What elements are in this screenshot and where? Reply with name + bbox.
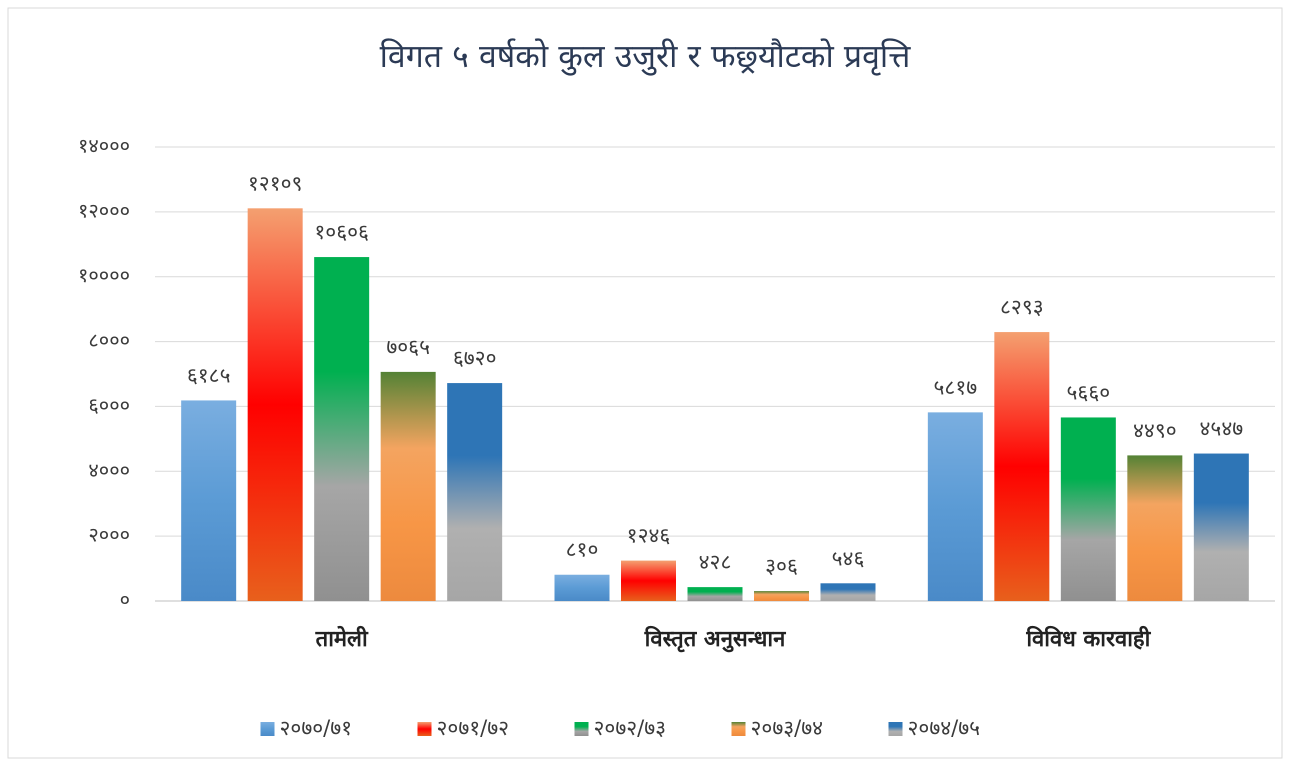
x-tick-label: विस्तृत अनुसन्धान bbox=[644, 625, 786, 653]
bar bbox=[247, 208, 303, 601]
bar bbox=[181, 400, 237, 601]
data-label: १०६०६ bbox=[314, 220, 369, 244]
data-label: ४४९० bbox=[1133, 418, 1177, 442]
bar bbox=[994, 332, 1050, 601]
data-label: १२४६ bbox=[627, 524, 671, 548]
legend-label: २०७१/७२ bbox=[437, 716, 510, 740]
bar bbox=[820, 583, 876, 601]
y-tick-label: १०००० bbox=[78, 263, 130, 287]
bar bbox=[447, 383, 503, 601]
bar bbox=[1060, 417, 1116, 601]
bar bbox=[314, 257, 370, 601]
legend-label: २०७२/७३ bbox=[594, 716, 667, 740]
data-label: ५६६० bbox=[1066, 380, 1110, 404]
data-label: १२१०९ bbox=[248, 171, 303, 195]
bar bbox=[687, 587, 743, 601]
legend-swatch bbox=[888, 722, 903, 736]
chart-border bbox=[7, 7, 1283, 759]
x-tick-label: विविध कारवाही bbox=[1025, 625, 1151, 652]
data-label: ४५४७ bbox=[1199, 417, 1243, 441]
legend-swatch bbox=[260, 722, 275, 736]
y-tick-label: ८००० bbox=[88, 328, 130, 352]
data-label: ८१० bbox=[566, 538, 599, 562]
legend-label: २०७४/७५ bbox=[908, 716, 981, 740]
y-tick-label: २००० bbox=[88, 523, 130, 547]
bar bbox=[1193, 453, 1249, 601]
bar bbox=[1127, 455, 1183, 601]
y-tick-label: ० bbox=[120, 588, 130, 612]
data-label: ७०६५ bbox=[386, 335, 430, 359]
y-tick-label: १२००० bbox=[78, 198, 130, 222]
data-label: ६७२० bbox=[453, 346, 497, 370]
bar bbox=[554, 574, 610, 601]
legend-label: २०७३/७४ bbox=[751, 716, 824, 740]
y-tick-label: ६००० bbox=[88, 393, 130, 417]
bar bbox=[380, 371, 436, 601]
legend-swatch bbox=[417, 722, 432, 736]
data-label: ६१८५ bbox=[187, 363, 231, 387]
legend-swatch bbox=[574, 722, 589, 736]
data-label: ३०६ bbox=[765, 554, 798, 578]
y-tick-label: ४००० bbox=[88, 458, 130, 482]
bar bbox=[621, 560, 676, 601]
bar bbox=[927, 412, 983, 601]
y-tick-label: १४००० bbox=[78, 134, 130, 158]
data-label: ५४६ bbox=[832, 546, 865, 570]
chart-title: विगत ५ वर्षको कुल उजुरी र फछ्र्यौटको प्र… bbox=[380, 37, 912, 76]
bar bbox=[754, 591, 809, 601]
legend-swatch bbox=[731, 722, 746, 736]
data-label: ४२८ bbox=[699, 550, 732, 574]
legend-label: २०७०/७१ bbox=[280, 716, 353, 740]
data-label: ८२९३ bbox=[1000, 295, 1044, 319]
x-tick-label: तामेली bbox=[315, 625, 369, 652]
data-label: ५८१७ bbox=[933, 375, 977, 399]
